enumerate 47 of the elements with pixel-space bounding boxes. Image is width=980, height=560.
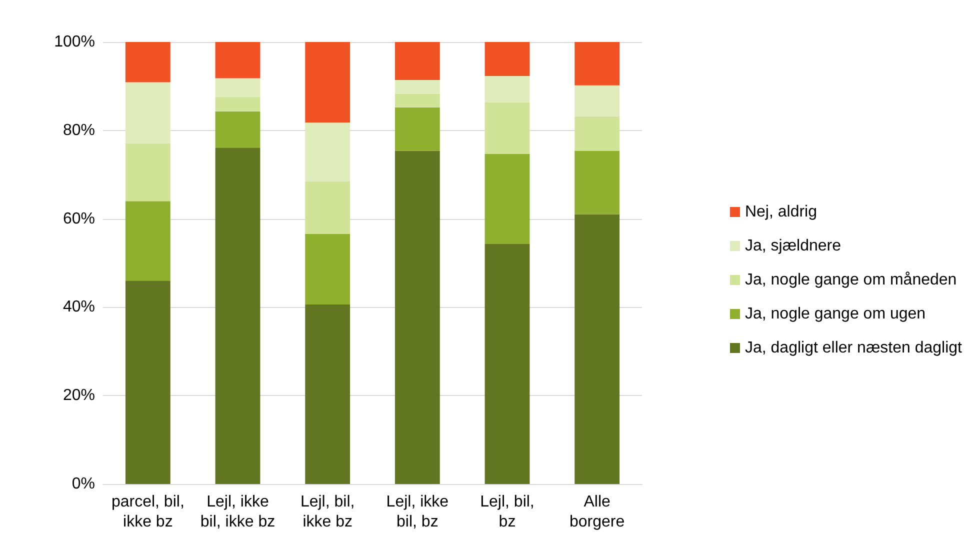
bar bbox=[305, 122, 350, 182]
bar bbox=[484, 244, 530, 484]
bar bbox=[394, 150, 440, 484]
legend-label: Ja, nogle gange om måneden bbox=[744, 272, 957, 288]
legend-label: Nej, aldrig bbox=[744, 204, 818, 220]
bar bbox=[215, 78, 260, 97]
y-tick-label: 80% bbox=[62, 122, 95, 139]
bar bbox=[215, 111, 260, 148]
bar bbox=[215, 96, 260, 112]
bar bbox=[484, 102, 530, 154]
bar bbox=[215, 42, 260, 78]
bar bbox=[484, 154, 530, 244]
y-tick-label: 60% bbox=[62, 210, 95, 228]
x-tick-label: Lejl, bil, bz bbox=[480, 494, 534, 530]
bar bbox=[574, 116, 620, 151]
bar bbox=[125, 82, 170, 144]
bar bbox=[305, 234, 350, 305]
x-tick-label: Lejl, ikke bil, bz bbox=[386, 494, 449, 530]
bar bbox=[574, 150, 620, 214]
y-tick-label: 20% bbox=[62, 387, 95, 404]
bar bbox=[574, 42, 620, 86]
bar bbox=[574, 214, 620, 484]
bar bbox=[215, 148, 260, 484]
bar bbox=[394, 94, 440, 108]
y-tick-label: 100% bbox=[54, 34, 95, 50]
bar bbox=[125, 42, 170, 82]
bar bbox=[305, 304, 350, 484]
legend-label: Ja, sjældnere bbox=[744, 238, 842, 254]
y-tick-label: 40% bbox=[62, 298, 95, 316]
bar bbox=[305, 42, 350, 122]
bar bbox=[125, 280, 170, 484]
bar bbox=[484, 42, 530, 76]
bar bbox=[394, 107, 440, 151]
bar bbox=[125, 143, 170, 202]
x-tick-label: Lejl, bil, ikke bz bbox=[300, 494, 355, 530]
y-tick-label: 0% bbox=[72, 476, 95, 492]
x-tick-label: Lejl, ikke bil, ikke bz bbox=[200, 494, 276, 530]
bar bbox=[305, 181, 350, 234]
bar bbox=[484, 76, 530, 103]
legend-label: Ja, nogle gange om ugen bbox=[744, 306, 926, 322]
x-tick-label: parcel, bil, ikke bz bbox=[111, 494, 184, 530]
bar bbox=[574, 85, 620, 116]
bar bbox=[125, 201, 170, 281]
legend-label: Ja, dagligt eller næsten dagligt bbox=[744, 340, 963, 356]
x-tick-label: Alle borgere bbox=[570, 494, 625, 530]
bar bbox=[394, 80, 440, 94]
bar bbox=[394, 42, 440, 80]
